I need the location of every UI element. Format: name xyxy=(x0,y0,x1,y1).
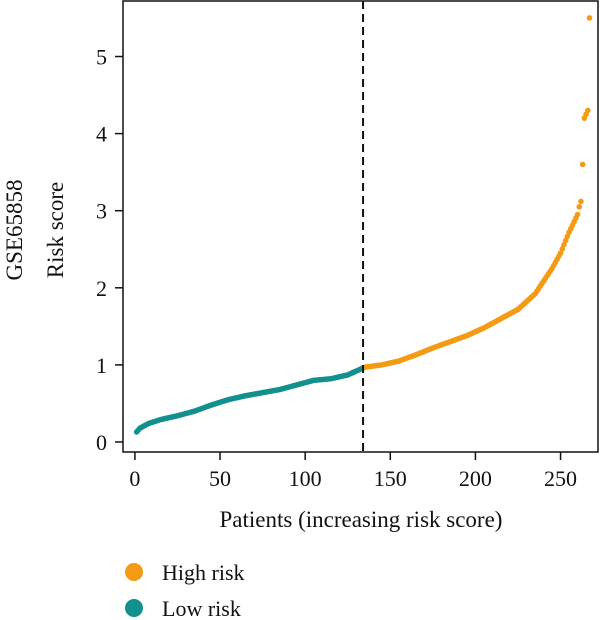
y-tick-label: 3 xyxy=(96,199,107,224)
data-points xyxy=(133,15,593,435)
x-axis-ticks: 0 50 100 150 200 250 xyxy=(129,452,577,491)
y-tick-label: 5 xyxy=(96,45,107,70)
point-high-risk xyxy=(584,107,591,114)
point-high-risk xyxy=(579,161,586,168)
plot-frame xyxy=(122,0,599,453)
y-tick-label: 4 xyxy=(96,122,107,147)
y-tick-label: 0 xyxy=(96,430,107,455)
legend-marker-low-risk xyxy=(125,599,143,617)
point-high-risk xyxy=(578,198,584,205)
legend-marker-high-risk xyxy=(125,563,143,581)
y-axis-label-line-2: Risk score xyxy=(43,182,68,278)
y-axis-ticks: 0 1 2 3 4 5 xyxy=(96,45,123,455)
y-tick-label: 1 xyxy=(96,353,107,378)
point-high-risk xyxy=(586,15,593,21)
x-tick-label: 100 xyxy=(289,466,322,491)
y-axis-label-line-1: GSE65858 xyxy=(2,180,27,281)
y-tick-label: 2 xyxy=(96,276,107,301)
x-axis-label: Patients (increasing risk score) xyxy=(220,507,503,532)
x-tick-label: 150 xyxy=(374,466,407,491)
point-high-risk xyxy=(574,211,581,218)
legend: High risk Low risk xyxy=(125,560,245,620)
legend-label-low-risk: Low risk xyxy=(162,596,241,620)
point-high-risk xyxy=(576,204,583,210)
x-tick-label: 200 xyxy=(459,466,492,491)
legend-label-high-risk: High risk xyxy=(162,560,245,585)
x-tick-label: 50 xyxy=(209,466,231,491)
x-tick-label: 0 xyxy=(129,466,140,491)
x-tick-label: 250 xyxy=(544,466,577,491)
